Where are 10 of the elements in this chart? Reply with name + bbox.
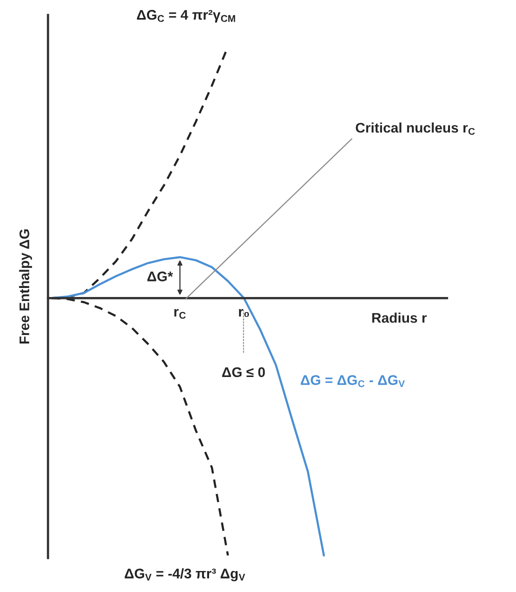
x-axis-title: Radius r [372,312,427,323]
series-label: ΔG$_{C}$ = 4 πr²γ$_{CM}$ [136,10,236,23]
series-label: ΔG$_{V}$ = -4/3 πr³ Δg$_{V}$ [124,568,246,582]
annotation: ΔG ≤ 0 [222,367,265,378]
annotation: Critical nucleus r$_{C}$ [356,122,475,135]
y-axis-title: Free Enthalpy ΔG [19,229,32,344]
annotation: ΔG* [147,272,173,282]
series-label: ΔG = ΔG$_{C}$ - ΔG$_{V}$ [300,375,405,388]
x-tick-label: r₀ [238,309,249,317]
x-tick-label: r$_{C}$ [174,308,186,319]
